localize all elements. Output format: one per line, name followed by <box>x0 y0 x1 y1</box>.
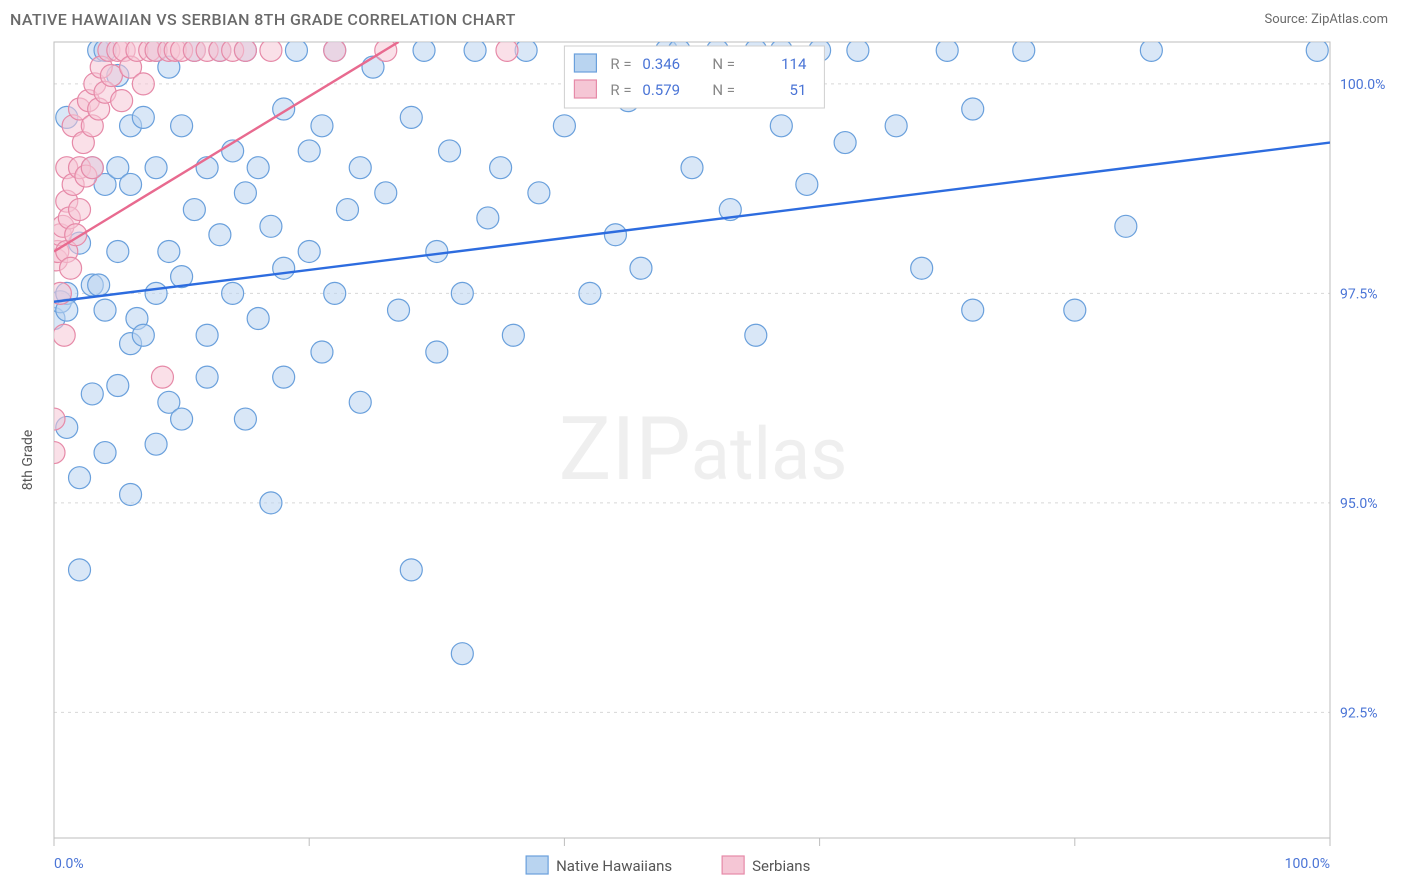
svg-text:97.5%: 97.5% <box>1340 286 1378 302</box>
svg-text:100.0%: 100.0% <box>1285 856 1330 872</box>
svg-text:R =: R = <box>610 55 631 73</box>
svg-text:114: 114 <box>781 55 807 73</box>
chart-header: NATIVE HAWAIIAN VS SERBIAN 8TH GRADE COR… <box>0 0 1406 35</box>
y-axis-label: 8th Grade <box>20 430 36 491</box>
svg-text:0.579: 0.579 <box>642 81 680 99</box>
scatter-chart: 92.5% 95.0% 97.5% 100.0% 0.0% 100.0% R = 0.346 N… <box>10 38 1396 882</box>
svg-text:51: 51 <box>790 81 807 99</box>
svg-text:0.346: 0.346 <box>642 55 680 73</box>
svg-text:R =: R = <box>610 81 631 99</box>
svg-text:N =: N = <box>712 55 735 73</box>
svg-text:Native Hawaiians: Native Hawaiians <box>556 857 672 875</box>
svg-text:Serbians: Serbians <box>752 857 810 875</box>
svg-text:0.0%: 0.0% <box>54 856 84 872</box>
chart-title: NATIVE HAWAIIAN VS SERBIAN 8TH GRADE COR… <box>10 10 516 29</box>
chart-area: 8th Grade ZIPatlas 92.5%95.0%97.5%100.0%… <box>10 38 1396 882</box>
chart-source: Source: ZipAtlas.com <box>1264 12 1388 27</box>
svg-text:N =: N = <box>712 81 735 99</box>
svg-text:95.0%: 95.0% <box>1340 496 1378 512</box>
svg-text:92.5%: 92.5% <box>1340 705 1378 721</box>
svg-text:100.0%: 100.0% <box>1340 77 1385 93</box>
